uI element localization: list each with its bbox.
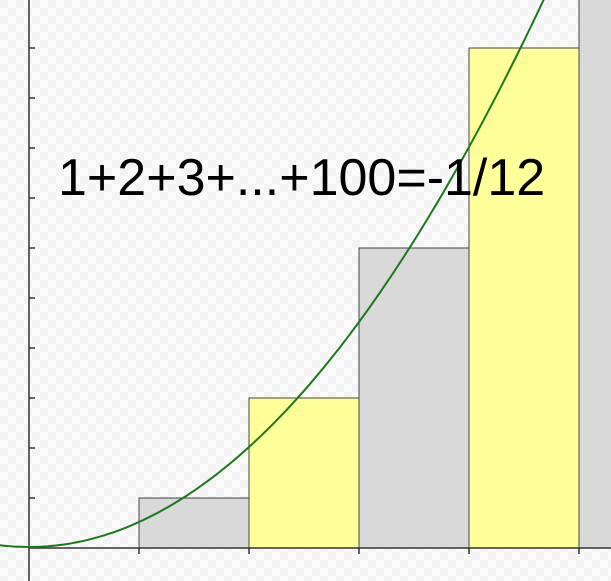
step-bar-5 — [578, 0, 611, 549]
axes — [28, 0, 611, 581]
equation-text: 1+2+3+...+100=-1/12 — [58, 149, 546, 207]
parabola-curve — [0, 0, 545, 548]
step-bars — [138, 0, 611, 549]
axis-ticks — [29, 47, 580, 554]
